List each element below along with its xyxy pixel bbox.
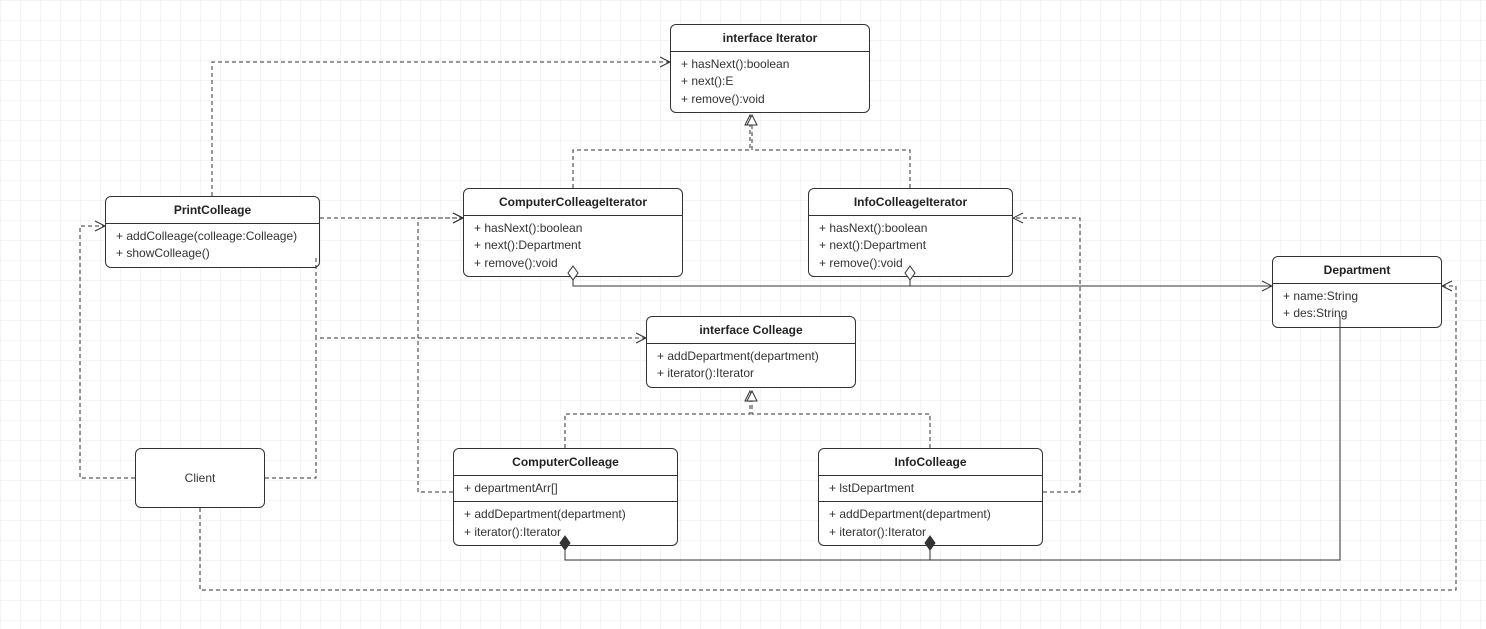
node-department: Department + name:String + des:String xyxy=(1272,256,1442,328)
member: + des:String xyxy=(1283,305,1431,322)
node-methods: + addDepartment(department) + iterator()… xyxy=(454,502,677,545)
member: + iterator():Iterator xyxy=(657,365,845,382)
member: + remove():void xyxy=(819,255,1002,272)
node-interface-colleage: interface Colleage + addDepartment(depar… xyxy=(646,316,856,388)
member: + hasNext():boolean xyxy=(474,220,672,237)
node-computer-colleage: ComputerColleage + departmentArr[] + add… xyxy=(453,448,678,546)
member: + iterator():Iterator xyxy=(464,524,667,541)
node-info-colleage: InfoColleage + lstDepartment + addDepart… xyxy=(818,448,1043,546)
node-computer-colleage-iterator: ComputerColleageIterator + hasNext():boo… xyxy=(463,188,683,277)
member: + departmentArr[] xyxy=(464,480,667,497)
member: + remove():void xyxy=(474,255,672,272)
edge-comp_iter-realize-iterator xyxy=(573,115,750,188)
member: + iterator():Iterator xyxy=(829,524,1032,541)
node-members: + hasNext():boolean + next():Department … xyxy=(809,216,1012,276)
edge-info_iter-realize-iterator xyxy=(752,115,910,188)
node-fields: + lstDepartment xyxy=(819,476,1042,502)
node-title: InfoColleageIterator xyxy=(809,189,1012,216)
member: + next():Department xyxy=(819,237,1002,254)
node-title: Department xyxy=(1273,257,1441,284)
node-print-colleage: PrintColleage + addColleage(colleage:Col… xyxy=(105,196,320,268)
member: + next():Department xyxy=(474,237,672,254)
node-client: Client xyxy=(135,448,265,508)
node-title: Client xyxy=(185,471,216,485)
node-title: interface Colleage xyxy=(647,317,855,344)
node-title: InfoColleage xyxy=(819,449,1042,476)
edge-print-dep-iterator xyxy=(212,62,670,196)
node-fields: + departmentArr[] xyxy=(454,476,677,502)
member: + showColleage() xyxy=(116,245,309,262)
node-title: ComputerColleageIterator xyxy=(464,189,682,216)
diagram-canvas: interface Iterator + hasNext():boolean +… xyxy=(0,0,1486,629)
node-title: interface Iterator xyxy=(671,25,869,52)
member: + hasNext():boolean xyxy=(681,56,859,73)
member: + name:String xyxy=(1283,288,1431,305)
node-members: + hasNext():boolean + next():Department … xyxy=(464,216,682,276)
member: + hasNext():boolean xyxy=(819,220,1002,237)
member: + addDepartment(department) xyxy=(829,506,1032,523)
edge-info_col-realize-colleage xyxy=(752,391,930,448)
node-info-colleage-iterator: InfoColleageIterator + hasNext():boolean… xyxy=(808,188,1013,277)
node-members: + addDepartment(department) + iterator()… xyxy=(647,344,855,387)
node-fields: + name:String + des:String xyxy=(1273,284,1441,327)
member: + addColleage(colleage:Colleage) xyxy=(116,228,309,245)
member: + addDepartment(department) xyxy=(464,506,667,523)
member: + remove():void xyxy=(681,91,859,108)
edge-comp_col-realize-colleage xyxy=(565,391,750,448)
node-title: PrintColleage xyxy=(106,197,319,224)
member: + addDepartment(department) xyxy=(657,348,845,365)
node-methods: + addDepartment(department) + iterator()… xyxy=(819,502,1042,545)
node-members: + addColleage(colleage:Colleage) + showC… xyxy=(106,224,319,267)
member: + next():E xyxy=(681,73,859,90)
node-title: ComputerColleage xyxy=(454,449,677,476)
node-interface-iterator: interface Iterator + hasNext():boolean +… xyxy=(670,24,870,113)
member: + lstDepartment xyxy=(829,480,1032,497)
edge-client-dep-colleage xyxy=(265,338,316,478)
node-members: + hasNext():boolean + next():E + remove(… xyxy=(671,52,869,112)
